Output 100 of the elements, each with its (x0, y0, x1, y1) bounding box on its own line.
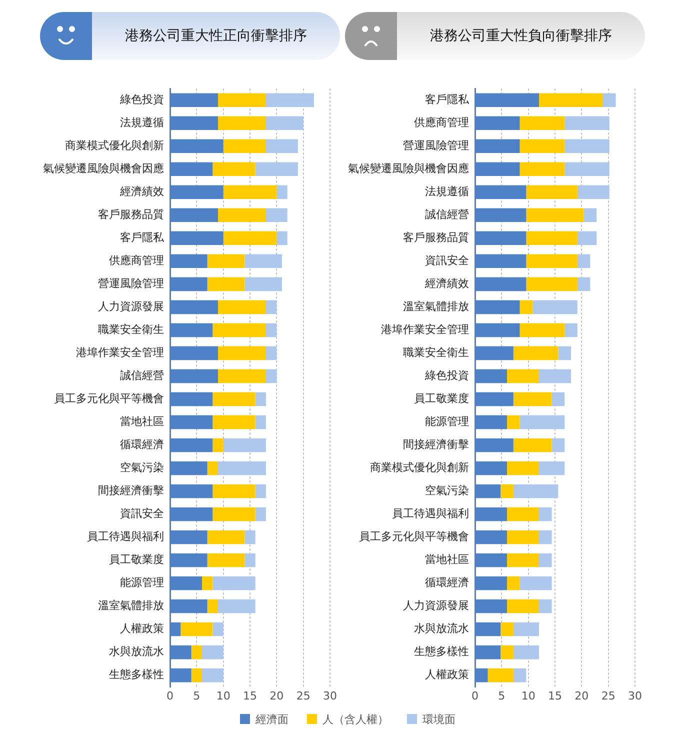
bar (539, 93, 603, 108)
y-tick-label: 員工敬業度 (109, 553, 164, 566)
y-tick-label: 員工多元化與平等機會 (54, 392, 164, 406)
bar (520, 415, 565, 430)
y-tick-label: 當地社區 (120, 415, 164, 428)
y-tick-label: 資訊安全 (425, 254, 469, 268)
bar (500, 622, 514, 636)
y-tick-label: 水與放流水 (414, 622, 469, 636)
bar (212, 162, 256, 176)
bar (266, 323, 277, 338)
bar (255, 484, 266, 498)
bar (507, 415, 520, 430)
y-tick-label: 誠信經營 (120, 369, 164, 382)
y-tick-label: 生態多樣性 (109, 668, 164, 682)
bar (212, 323, 266, 338)
bar (266, 369, 277, 384)
x-tick-label: 25 (296, 689, 310, 702)
y-tick-label: 間接經濟衝擊 (98, 484, 164, 498)
y-tick-label: 能源管理 (120, 576, 164, 590)
bar (191, 668, 202, 682)
bar (212, 507, 256, 522)
bar (513, 392, 552, 406)
bar (558, 346, 571, 360)
x-tick-label: 5 (193, 689, 200, 702)
bar (526, 231, 578, 246)
y-tick-label: 氣候變遷風險與機會因應 (348, 162, 469, 175)
y-tick-label: 供應商管理 (414, 116, 469, 129)
bar (520, 576, 552, 590)
bar (520, 300, 533, 314)
y-tick-label: 空氣污染 (425, 484, 469, 498)
y-tick-label: 經濟績效 (424, 277, 469, 290)
y-tick-label: 氣候變遷風險與機會因應 (43, 162, 164, 175)
bar (603, 93, 616, 108)
bar (520, 162, 565, 176)
bar (513, 668, 526, 682)
y-tick-label: 能源管理 (425, 415, 469, 428)
bar (584, 208, 597, 222)
x-tick-label: 10 (521, 689, 536, 702)
bar (526, 277, 578, 292)
bar (488, 668, 514, 682)
y-tick-label: 誠信經營 (425, 208, 469, 221)
bar (513, 645, 539, 660)
bar (539, 553, 552, 568)
x-tick-label: 15 (548, 689, 562, 702)
bar (218, 116, 266, 130)
y-tick-label: 人力資源發展 (98, 300, 164, 314)
x-tick-label: 5 (498, 689, 506, 702)
bar (507, 461, 539, 476)
y-tick-label: 循環經濟 (425, 576, 469, 590)
y-tick-label: 資訊安全 (120, 507, 164, 520)
bar (212, 622, 224, 636)
bar (207, 599, 218, 614)
bar (202, 645, 224, 660)
chart-title: 港務公司重大性正向衝擊排序 (124, 27, 308, 45)
x-tick-label: 0 (472, 689, 478, 702)
bar (513, 622, 539, 636)
bar (507, 507, 539, 522)
x-tick-label: 20 (270, 689, 284, 702)
bar (266, 208, 288, 222)
bar (218, 461, 266, 476)
bar (255, 415, 266, 430)
bar (223, 438, 266, 452)
bar (564, 162, 610, 176)
bar (532, 300, 578, 314)
bar (180, 622, 213, 636)
y-tick-label: 水與放流水 (109, 645, 164, 658)
bar (564, 323, 578, 338)
bar (202, 576, 213, 590)
bar (539, 507, 552, 522)
bar (266, 93, 314, 108)
bar (255, 507, 266, 522)
bar (577, 254, 590, 268)
bar (207, 530, 245, 544)
bar (577, 185, 610, 200)
bar (218, 599, 256, 614)
y-tick-label: 溫室氣體排放 (403, 300, 469, 314)
bar (223, 231, 277, 246)
bar (207, 461, 218, 476)
bar (218, 93, 266, 108)
bar (244, 277, 282, 292)
y-tick-label: 綠色投資 (119, 92, 164, 106)
bar (577, 277, 590, 292)
bar (266, 346, 277, 360)
y-tick-label: 員工待遇與福利 (87, 530, 164, 544)
x-tick-label: 10 (216, 689, 230, 702)
y-tick-label: 客戶服務品質 (98, 208, 164, 221)
bar (218, 369, 266, 384)
x-tick-label: 30 (323, 689, 337, 702)
legend-label: 經濟面 (254, 712, 288, 727)
x-tick-label: 15 (243, 689, 257, 702)
x-tick-label: 0 (166, 689, 174, 702)
bar (191, 645, 202, 660)
bar (207, 254, 245, 268)
bar (526, 185, 578, 200)
y-tick-label: 人權政策 (425, 668, 469, 682)
y-tick-label: 生態多樣性 (414, 645, 469, 658)
chart-title: 港務公司重大性負向衝擊排序 (429, 27, 613, 45)
bar (513, 346, 558, 360)
bar (552, 392, 565, 406)
y-tick-label: 港埠作業安全管理 (381, 323, 469, 336)
